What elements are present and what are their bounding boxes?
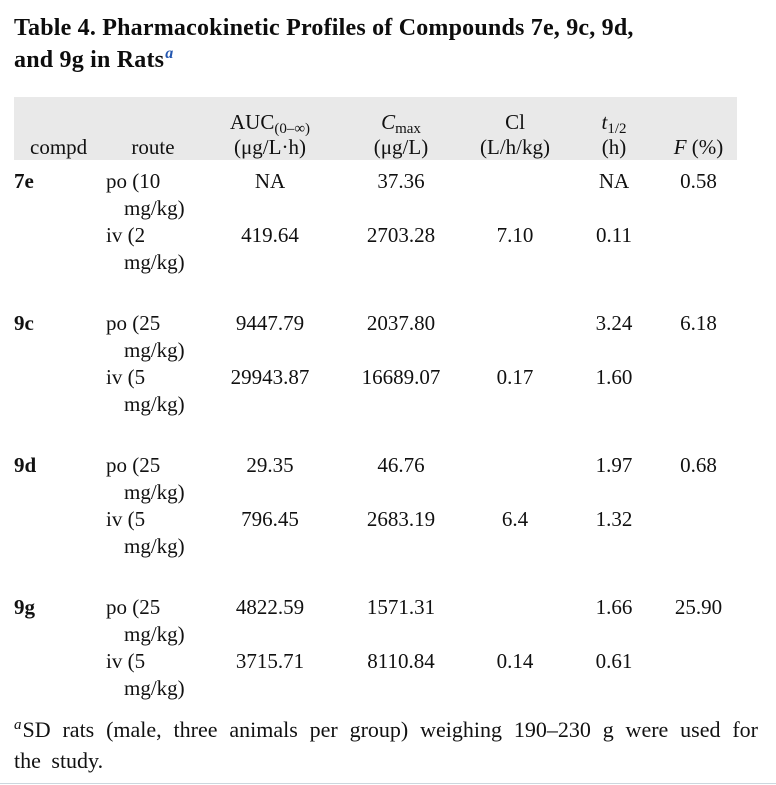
route-cell: po (25 mg/kg): [106, 453, 185, 504]
header-thalf: t1/2 (h): [568, 97, 660, 160]
auc-cell: 419.64: [241, 223, 299, 247]
compound-cell: 9c: [14, 311, 34, 335]
f-cell: 25.90: [674, 595, 723, 619]
thalf-cell: 3.24: [595, 311, 633, 335]
footnote-marker: a: [14, 717, 22, 733]
cl-cell: [462, 310, 568, 364]
thalf-cell: 0.61: [595, 649, 633, 673]
f-cell: [660, 222, 737, 276]
auc-cell: 4822.59: [235, 595, 305, 619]
table-row-7e-iv: iv (2 mg/kg) 419.64 2703.28 7.10 0.11: [14, 222, 737, 276]
header-auc: AUC(0–∞) (μg/L·h): [200, 97, 340, 160]
thalf-cell: NA: [598, 169, 630, 193]
f-cell: [660, 648, 737, 702]
f-cell: [660, 364, 737, 418]
auc-cell: 9447.79: [235, 311, 305, 335]
header-f: F (%): [660, 97, 737, 160]
header-compd: compd: [14, 97, 106, 160]
compound-cell: [14, 506, 106, 560]
header-cl: Cl (L/h/kg): [462, 97, 568, 160]
auc-cell: 29943.87: [230, 365, 310, 389]
auc-cell: 3715.71: [235, 649, 305, 673]
cl-cell: [462, 594, 568, 648]
header-route: route: [106, 97, 200, 160]
table-row-9g-iv: iv (5 mg/kg) 3715.71 8110.84 0.14 0.61: [14, 648, 737, 702]
route-cell: po (10 mg/kg): [106, 169, 185, 220]
compound-cell: [14, 222, 106, 276]
thalf-cell: 1.32: [595, 507, 633, 531]
f-cell: 6.18: [680, 311, 717, 335]
footnote-text: SD rats (male, three animals per group) …: [14, 717, 758, 773]
section-spacer: [14, 560, 737, 594]
table-footnote: aSD rats (male, three animals per group)…: [14, 716, 758, 774]
thalf-cell: 1.60: [595, 365, 633, 389]
cmax-cell: 2037.80: [366, 311, 436, 335]
table-header-row: compd route AUC(0–∞) (μg/L·h) Cmax (μg/L) …: [14, 97, 737, 160]
cmax-cell: 2683.19: [366, 507, 436, 531]
table-row-9d-iv: iv (5 mg/kg) 796.45 2683.19 6.4 1.32: [14, 506, 737, 560]
cmax-cell: 8110.84: [367, 649, 435, 673]
cmax-cell: 2703.28: [366, 223, 436, 247]
f-cell: 0.58: [680, 169, 717, 193]
header-cmax: Cmax (μg/L): [340, 97, 462, 160]
cl-cell: 7.10: [496, 223, 534, 247]
table-row-9g-po: 9g po (25 mg/kg) 4822.59 1571.31 1.66 25.…: [14, 594, 737, 648]
cmax-cell: 16689.07: [361, 365, 441, 389]
thalf-cell: 1.97: [595, 453, 633, 477]
route-cell: po (25 mg/kg): [106, 595, 185, 646]
cl-cell: 0.14: [496, 649, 534, 673]
compound-cell: 7e: [14, 169, 34, 193]
thalf-cell: 0.11: [596, 223, 632, 247]
table-row-9d-po: 9d po (25 mg/kg) 29.35 46.76 1.97 0.68: [14, 452, 737, 506]
pharmacokinetics-table: compd route AUC(0–∞) (μg/L·h) Cmax (μg/L) …: [14, 97, 737, 702]
cmax-cell: 37.36: [377, 169, 425, 193]
table-title-line2: and 9g in Rats: [14, 47, 165, 73]
table-row-7e-po: 7e po (10 mg/kg) NA 37.36 NA 0.58: [14, 168, 737, 222]
f-cell: 0.68: [680, 453, 717, 477]
cl-cell: 0.17: [496, 365, 534, 389]
compound-cell: 9g: [14, 595, 35, 619]
table-title: Table 4. Pharmacokinetic Profiles of Com…: [0, 0, 776, 79]
thalf-cell: 1.66: [595, 595, 633, 619]
auc-cell: NA: [254, 169, 286, 193]
f-cell: [660, 506, 737, 560]
title-footnote-marker: a: [165, 45, 174, 62]
compound-cell: 9d: [14, 453, 37, 477]
cl-cell: [462, 168, 568, 222]
section-spacer: [14, 276, 737, 310]
section-spacer: [14, 418, 737, 452]
auc-cell: 29.35: [246, 453, 294, 477]
route-cell: iv (5 mg/kg): [106, 365, 185, 416]
header-gap-row: [14, 160, 737, 168]
route-cell: iv (5 mg/kg): [106, 649, 185, 700]
cmax-cell: 1571.31: [366, 595, 436, 619]
route-cell: iv (5 mg/kg): [106, 507, 185, 558]
cl-cell: [462, 452, 568, 506]
compound-cell: [14, 364, 106, 418]
table-row-9c-po: 9c po (25 mg/kg) 9447.79 2037.80 3.24 6.1…: [14, 310, 737, 364]
route-cell: po (25 mg/kg): [106, 311, 185, 362]
cmax-cell: 46.76: [377, 453, 425, 477]
table-title-line1: Table 4. Pharmacokinetic Profiles of Com…: [14, 15, 634, 41]
bottom-rule-divider: [0, 783, 776, 784]
auc-cell: 796.45: [241, 507, 299, 531]
table-row-9c-iv: iv (5 mg/kg) 29943.87 16689.07 0.17 1.60: [14, 364, 737, 418]
cl-cell: 6.4: [501, 507, 529, 531]
route-cell: iv (2 mg/kg): [106, 223, 185, 274]
compound-cell: [14, 648, 106, 702]
